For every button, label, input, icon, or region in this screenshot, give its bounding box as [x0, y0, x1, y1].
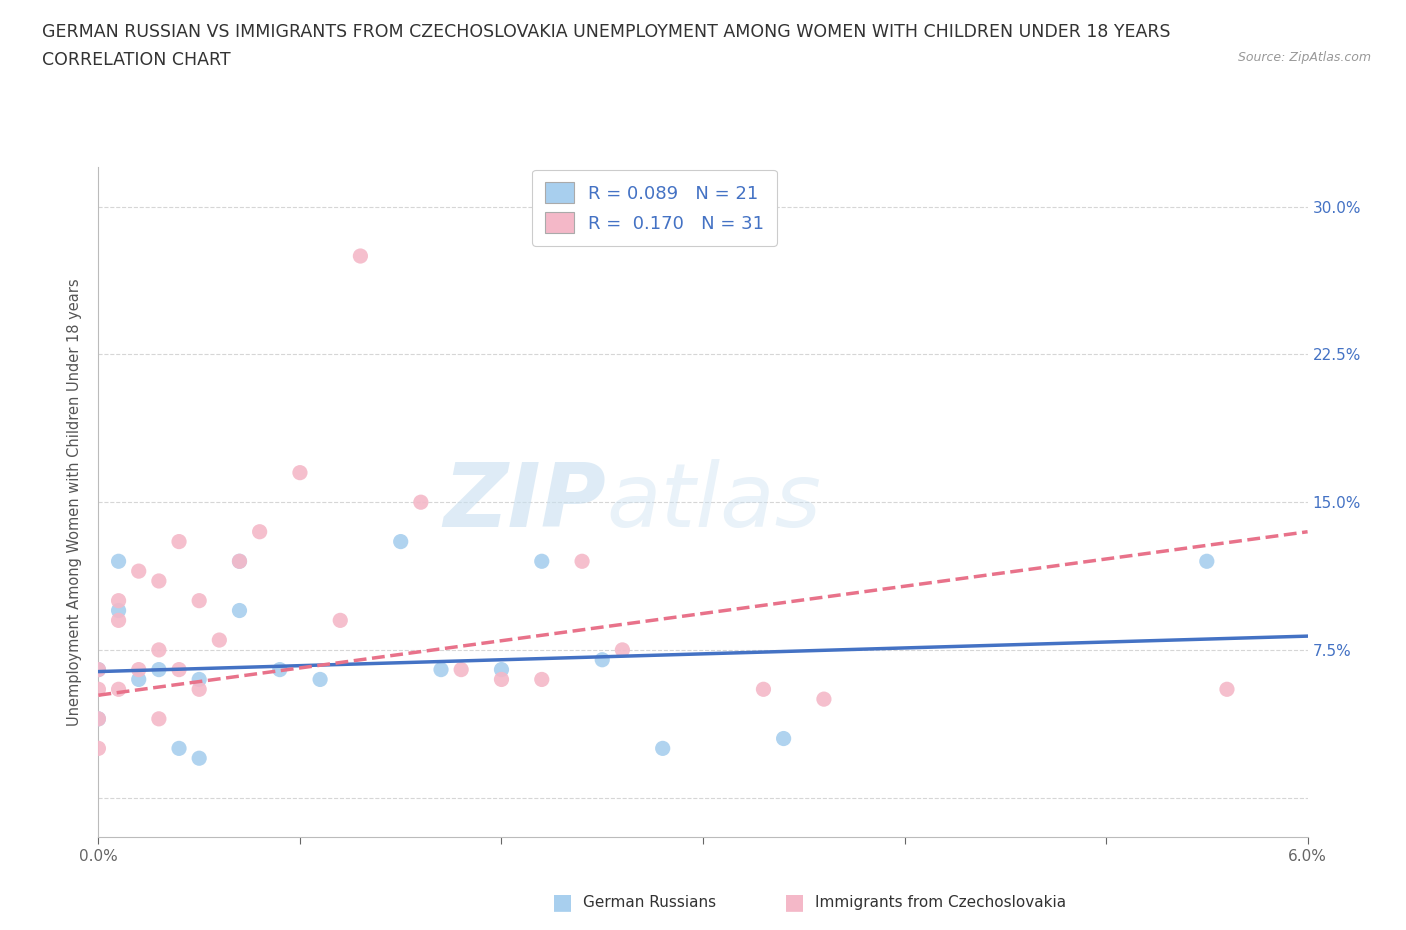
Point [188, 682, 211, 697]
Point [450, 662, 472, 677]
Point [349, 248, 371, 263]
Text: ZIP: ZIP [443, 458, 606, 546]
Text: CORRELATION CHART: CORRELATION CHART [42, 51, 231, 69]
Point [107, 613, 129, 628]
Point [571, 554, 593, 569]
Point [167, 662, 190, 677]
Point [530, 672, 553, 687]
Point [208, 632, 231, 647]
Point [1216, 682, 1239, 697]
Point [409, 495, 432, 510]
Point [651, 741, 673, 756]
Point [752, 682, 775, 697]
Point [309, 672, 332, 687]
Point [167, 534, 190, 549]
Text: GERMAN RUSSIAN VS IMMIGRANTS FROM CZECHOSLOVAKIA UNEMPLOYMENT AMONG WOMEN WITH C: GERMAN RUSSIAN VS IMMIGRANTS FROM CZECHO… [42, 23, 1171, 41]
Y-axis label: Unemployment Among Women with Children Under 18 years: Unemployment Among Women with Children U… [67, 278, 83, 726]
Text: German Russians: German Russians [583, 895, 717, 910]
Point [1195, 554, 1218, 569]
Point [148, 711, 170, 726]
Point [87, 662, 110, 677]
Point [772, 731, 794, 746]
Point [612, 643, 634, 658]
Point [167, 741, 190, 756]
Point [148, 662, 170, 677]
Point [107, 593, 129, 608]
Point [87, 662, 110, 677]
Point [813, 692, 835, 707]
Legend: R = 0.089   N = 21, R =  0.170   N = 31: R = 0.089 N = 21, R = 0.170 N = 31 [533, 170, 778, 246]
Point [491, 672, 513, 687]
Point [288, 465, 311, 480]
Point [87, 711, 110, 726]
Text: Immigrants from Czechoslovakia: Immigrants from Czechoslovakia [815, 895, 1067, 910]
Point [228, 554, 250, 569]
Point [87, 711, 110, 726]
Point [107, 554, 129, 569]
Point [188, 751, 211, 765]
Text: atlas: atlas [606, 459, 821, 545]
Point [107, 682, 129, 697]
Point [591, 652, 613, 667]
Point [269, 662, 291, 677]
Point [87, 741, 110, 756]
Point [530, 554, 553, 569]
Point [329, 613, 352, 628]
Point [128, 564, 150, 578]
Point [188, 593, 211, 608]
Text: ■: ■ [553, 892, 572, 912]
Point [491, 662, 513, 677]
Text: ■: ■ [785, 892, 804, 912]
Point [228, 554, 250, 569]
Text: Source: ZipAtlas.com: Source: ZipAtlas.com [1237, 51, 1371, 64]
Point [430, 662, 453, 677]
Point [188, 672, 211, 687]
Point [148, 643, 170, 658]
Point [128, 672, 150, 687]
Point [249, 525, 271, 539]
Point [87, 682, 110, 697]
Point [389, 534, 412, 549]
Point [107, 603, 129, 618]
Point [148, 574, 170, 589]
Point [128, 662, 150, 677]
Point [228, 603, 250, 618]
